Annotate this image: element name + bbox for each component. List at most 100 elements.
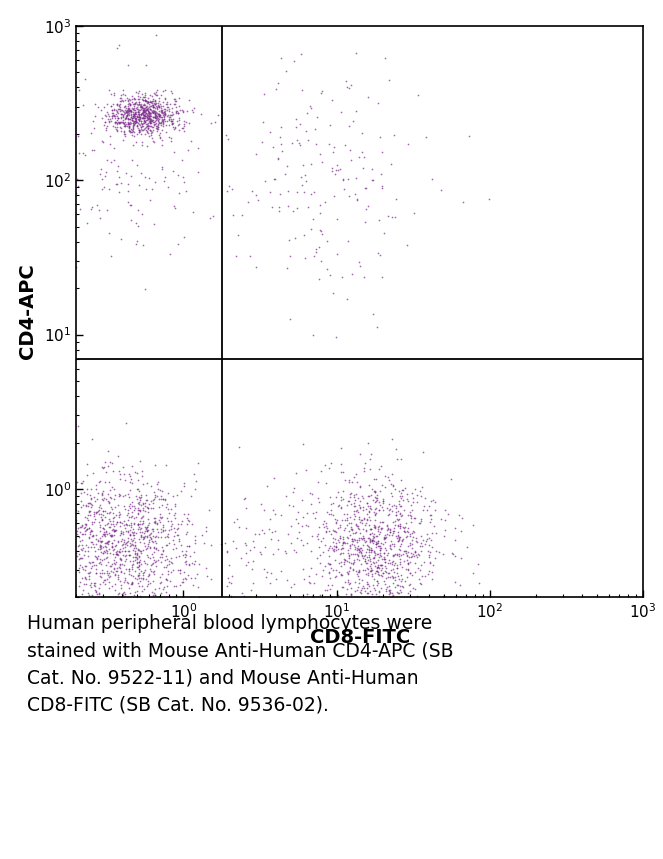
Point (127, 123, 138, 137)
Point (343, 556, 354, 570)
Point (344, 494, 355, 508)
Point (361, 181, 371, 195)
Point (259, 174, 270, 188)
Point (306, 157, 317, 171)
Point (338, 555, 349, 569)
Point (126, 116, 137, 130)
Point (186, 104, 197, 118)
Point (113, 186, 124, 199)
Point (407, 533, 418, 547)
Point (156, 104, 166, 118)
Point (308, 249, 319, 263)
Point (352, 476, 363, 490)
Point (98, 526, 109, 539)
Point (405, 538, 416, 551)
Point (166, 84, 176, 98)
Point (241, 521, 251, 535)
Point (137, 510, 147, 524)
Point (143, 501, 153, 515)
Point (74, 565, 85, 579)
Point (81, 512, 91, 526)
Point (223, 180, 234, 193)
Point (426, 540, 437, 554)
Point (104, 566, 115, 580)
Point (110, 115, 121, 129)
Point (91, 562, 101, 576)
Point (154, 126, 165, 140)
Point (371, 491, 382, 505)
Point (119, 105, 129, 119)
Point (158, 543, 168, 557)
Point (136, 114, 147, 128)
Point (366, 522, 377, 536)
Point (117, 587, 127, 600)
Point (89, 121, 99, 135)
Point (128, 116, 139, 130)
Point (370, 521, 381, 534)
Point (162, 557, 172, 571)
Point (140, 539, 151, 552)
Point (182, 104, 192, 118)
Point (107, 456, 117, 470)
Point (139, 108, 150, 122)
Point (331, 490, 341, 503)
Point (148, 535, 158, 549)
Point (152, 121, 162, 135)
Point (134, 555, 145, 569)
Point (344, 561, 355, 575)
Point (150, 94, 160, 107)
Point (121, 111, 131, 125)
Point (149, 97, 160, 111)
Point (404, 578, 414, 592)
Point (152, 110, 162, 124)
Point (108, 464, 119, 478)
Point (379, 546, 389, 560)
Point (351, 564, 361, 577)
Point (450, 549, 461, 563)
Point (107, 528, 117, 542)
Point (152, 100, 162, 113)
Point (274, 130, 285, 143)
Point (93, 485, 103, 499)
Point (121, 119, 132, 133)
Point (128, 528, 139, 542)
Point (227, 182, 237, 196)
Point (109, 556, 119, 570)
Point (98, 118, 109, 131)
Point (170, 92, 180, 106)
Point (141, 107, 151, 120)
Point (350, 46, 361, 60)
Point (135, 544, 146, 557)
Point (377, 478, 388, 492)
Point (406, 515, 416, 529)
Point (407, 526, 418, 539)
Point (386, 157, 396, 171)
Point (168, 119, 178, 133)
Point (138, 106, 149, 119)
Point (137, 101, 147, 114)
Point (137, 543, 148, 557)
Point (342, 507, 353, 521)
Point (137, 104, 148, 118)
Point (381, 582, 391, 595)
Point (331, 539, 341, 553)
Point (128, 522, 139, 536)
Point (333, 542, 343, 556)
Point (424, 548, 434, 562)
Point (125, 97, 135, 111)
Point (168, 509, 179, 522)
Point (149, 545, 160, 558)
Point (141, 94, 151, 107)
Point (136, 521, 147, 535)
Point (416, 544, 426, 557)
Point (142, 521, 152, 534)
Point (135, 125, 145, 138)
Point (384, 566, 394, 580)
Point (298, 538, 308, 551)
Point (111, 120, 122, 134)
Point (282, 199, 293, 213)
Point (402, 529, 412, 543)
Point (387, 557, 397, 571)
Point (88, 576, 99, 590)
Point (391, 502, 401, 515)
